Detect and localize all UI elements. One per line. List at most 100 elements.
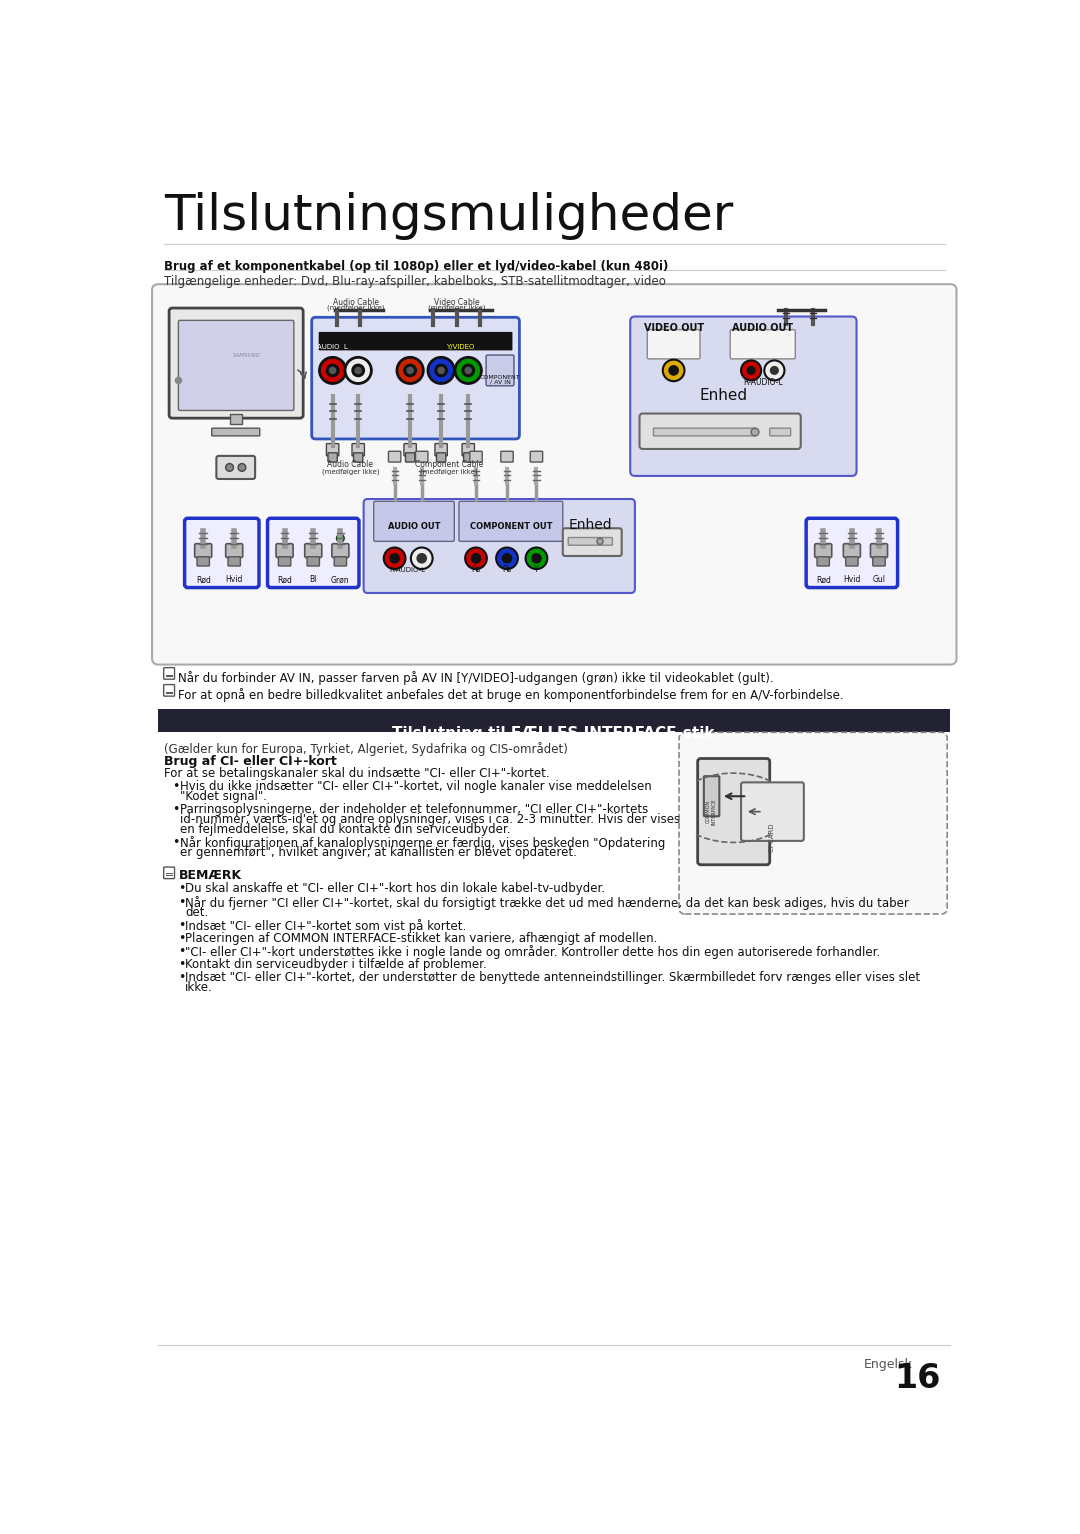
Text: •: • bbox=[177, 945, 185, 957]
FancyBboxPatch shape bbox=[307, 557, 320, 566]
Text: "Kodet signal".: "Kodet signal". bbox=[180, 790, 267, 804]
Circle shape bbox=[238, 463, 246, 471]
FancyBboxPatch shape bbox=[374, 502, 455, 542]
Bar bbox=[159, 709, 950, 732]
Text: Rød: Rød bbox=[195, 575, 211, 584]
FancyBboxPatch shape bbox=[305, 543, 322, 557]
Text: Pᴃ: Pᴃ bbox=[472, 565, 481, 574]
Text: AUDIO  L: AUDIO L bbox=[318, 344, 348, 350]
Text: •: • bbox=[172, 781, 179, 793]
Circle shape bbox=[455, 357, 482, 384]
Text: Kontakt din serviceudbyder i tilfælde af problemer.: Kontakt din serviceudbyder i tilfælde af… bbox=[186, 957, 487, 971]
Text: SAMSUNG: SAMSUNG bbox=[233, 353, 261, 359]
FancyBboxPatch shape bbox=[212, 428, 260, 436]
Text: Brug af CI- eller CI+-kort: Brug af CI- eller CI+-kort bbox=[164, 755, 337, 769]
Text: •: • bbox=[172, 804, 179, 816]
FancyBboxPatch shape bbox=[364, 499, 635, 594]
Bar bbox=[230, 414, 242, 425]
FancyBboxPatch shape bbox=[843, 543, 861, 557]
Text: •: • bbox=[177, 896, 185, 908]
Text: / AV IN: / AV IN bbox=[489, 379, 511, 385]
Text: For at se betalingskanaler skal du indsætte "CI- eller CI+"-kortet.: For at se betalingskanaler skal du indsæ… bbox=[164, 767, 550, 779]
FancyBboxPatch shape bbox=[276, 543, 293, 557]
FancyBboxPatch shape bbox=[334, 557, 347, 566]
FancyBboxPatch shape bbox=[194, 543, 212, 557]
Circle shape bbox=[531, 554, 541, 563]
FancyBboxPatch shape bbox=[435, 443, 447, 456]
FancyBboxPatch shape bbox=[814, 543, 832, 557]
FancyBboxPatch shape bbox=[405, 453, 415, 462]
Text: id-nummer, værts-id'et og andre oplysninger, vises i ca. 2-3 minutter. Hvis der : id-nummer, værts-id'et og andre oplysnin… bbox=[180, 813, 680, 827]
Text: Når du forbinder AV IN, passer farven på AV IN [Y/VIDEO]-udgangen (grøn) ikke ti: Når du forbinder AV IN, passer farven på… bbox=[178, 670, 774, 684]
FancyBboxPatch shape bbox=[279, 557, 291, 566]
Circle shape bbox=[747, 367, 755, 374]
Circle shape bbox=[404, 364, 416, 376]
Circle shape bbox=[597, 538, 603, 545]
Text: Når konfigurationen af kanaloplysningerne er færdig, vises beskeden "Opdatering: Når konfigurationen af kanaloplysningern… bbox=[180, 836, 665, 850]
Text: Tilgængelige enheder: Dvd, Blu-ray-afspiller, kabelboks, STB-satellitmodtager, v: Tilgængelige enheder: Dvd, Blu-ray-afspi… bbox=[164, 275, 666, 288]
Text: Hvid: Hvid bbox=[226, 575, 243, 584]
Text: Hvid: Hvid bbox=[843, 575, 861, 584]
Text: Brug af et komponentkabel (op til 1080p) eller et lyd/video-kabel (kun 480i): Brug af et komponentkabel (op til 1080p)… bbox=[164, 259, 669, 273]
FancyBboxPatch shape bbox=[326, 443, 339, 456]
FancyBboxPatch shape bbox=[459, 502, 563, 542]
FancyBboxPatch shape bbox=[312, 318, 519, 439]
Circle shape bbox=[663, 359, 685, 382]
Text: •: • bbox=[177, 882, 185, 896]
Text: BEMÆRK: BEMÆRK bbox=[178, 868, 242, 882]
Circle shape bbox=[496, 548, 517, 569]
Circle shape bbox=[410, 548, 433, 569]
Text: (Gælder kun for Europa, Tyrkiet, Algeriet, Sydafrika og CIS-området): (Gælder kun for Europa, Tyrkiet, Algerie… bbox=[164, 741, 568, 756]
Circle shape bbox=[770, 367, 779, 374]
Text: COMPONENT: COMPONENT bbox=[480, 374, 521, 380]
Circle shape bbox=[383, 548, 405, 569]
FancyBboxPatch shape bbox=[816, 557, 829, 566]
Text: (medfølger ikke): (medfølger ikke) bbox=[327, 304, 384, 311]
FancyBboxPatch shape bbox=[530, 451, 542, 462]
FancyBboxPatch shape bbox=[164, 667, 175, 680]
Text: Du skal anskaffe et "CI- eller CI+"-kort hos din lokale kabel-tv-udbyder.: Du skal anskaffe et "CI- eller CI+"-kort… bbox=[186, 882, 606, 896]
Text: Bl: Bl bbox=[310, 575, 316, 584]
Text: COMPONENT OUT: COMPONENT OUT bbox=[470, 522, 552, 531]
Text: Engelsk: Engelsk bbox=[864, 1358, 913, 1371]
Circle shape bbox=[669, 365, 678, 374]
Text: Enhed: Enhed bbox=[700, 388, 748, 403]
FancyBboxPatch shape bbox=[152, 284, 957, 664]
FancyBboxPatch shape bbox=[873, 557, 886, 566]
Text: Tilslutning til FÆLLES INTERFACE-stik: Tilslutning til FÆLLES INTERFACE-stik bbox=[392, 726, 715, 741]
Text: Rød: Rød bbox=[278, 575, 292, 584]
FancyBboxPatch shape bbox=[404, 443, 416, 456]
Text: (medfølger ikke): (medfølger ikke) bbox=[322, 468, 379, 476]
Text: AUDIO OUT: AUDIO OUT bbox=[732, 324, 794, 333]
Text: (medfølger ikke): (medfølger ikke) bbox=[428, 304, 485, 311]
FancyBboxPatch shape bbox=[178, 321, 294, 411]
Circle shape bbox=[320, 357, 346, 384]
FancyBboxPatch shape bbox=[470, 451, 482, 462]
Text: R-AUDIO-L: R-AUDIO-L bbox=[390, 568, 426, 574]
Text: CI CARD: CI CARD bbox=[769, 824, 775, 851]
FancyBboxPatch shape bbox=[170, 308, 303, 419]
FancyBboxPatch shape bbox=[631, 316, 856, 476]
FancyBboxPatch shape bbox=[462, 443, 474, 456]
FancyBboxPatch shape bbox=[741, 782, 804, 841]
Circle shape bbox=[175, 377, 181, 384]
Circle shape bbox=[526, 548, 548, 569]
FancyBboxPatch shape bbox=[389, 451, 401, 462]
Text: Når du fjerner "CI eller CI+"-kortet, skal du forsigtigt trække det ud med hænde: Når du fjerner "CI eller CI+"-kortet, sk… bbox=[186, 896, 909, 910]
Text: Audio Cable: Audio Cable bbox=[333, 298, 379, 307]
Text: •: • bbox=[177, 919, 185, 931]
FancyBboxPatch shape bbox=[486, 354, 514, 387]
Text: Gul: Gul bbox=[873, 575, 886, 584]
Text: •: • bbox=[177, 971, 185, 983]
FancyBboxPatch shape bbox=[328, 453, 337, 462]
FancyBboxPatch shape bbox=[228, 557, 241, 566]
Circle shape bbox=[226, 463, 233, 471]
Text: Tilslutningsmuligheder: Tilslutningsmuligheder bbox=[164, 192, 733, 239]
FancyBboxPatch shape bbox=[436, 453, 446, 462]
Circle shape bbox=[417, 554, 427, 563]
FancyBboxPatch shape bbox=[698, 758, 770, 865]
FancyBboxPatch shape bbox=[846, 557, 859, 566]
Text: •: • bbox=[177, 931, 185, 945]
FancyBboxPatch shape bbox=[501, 451, 513, 462]
FancyBboxPatch shape bbox=[870, 543, 888, 557]
